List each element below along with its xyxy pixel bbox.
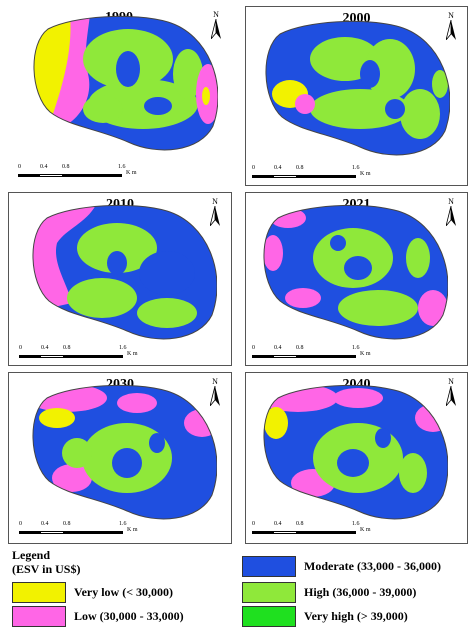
legend-item-moderate: Moderate (33,000 - 36,000) <box>242 556 441 577</box>
map-panel-2000: 2000 N 0 0.4 0.8 1.6 K m <box>245 6 468 186</box>
legend-swatch <box>242 556 296 577</box>
legend-item-very-high: Very high (> 39,000) <box>242 606 408 627</box>
esv-map-2021 <box>263 204 448 340</box>
map-panel-2021: 2021 N 0 0.4 0.8 1.6 K m <box>245 192 468 366</box>
legend-item-high: High (36,000 - 39,000) <box>242 582 416 603</box>
scale-bar: 0 0.4 0.8 1.6 K m <box>252 345 371 358</box>
esv-map-2010 <box>32 204 217 340</box>
map-panel-1990: 1990 N 0 0.4 0.8 1.6 K m <box>8 6 230 184</box>
north-arrow-icon: N <box>207 197 223 226</box>
legend-item-very-low: Very low (< 30,000) <box>12 582 173 603</box>
legend-item-low: Low (30,000 - 33,000) <box>12 606 184 627</box>
esv-map-2030 <box>32 384 217 520</box>
map-panel-2030: 2030 N 0 0.4 0.8 1.6 K m <box>8 372 232 544</box>
scale-bar: 0 0.4 0.8 1.6 K m <box>252 521 371 534</box>
north-arrow-icon: N <box>208 10 224 39</box>
scale-bar: 0 0.4 0.8 1.6 K m <box>19 521 138 534</box>
legend-swatch <box>242 582 296 603</box>
legend-swatch <box>242 606 296 627</box>
north-arrow-icon: N <box>207 377 223 406</box>
north-arrow-icon: N <box>443 11 459 40</box>
scale-bar: 0 0.4 0.8 1.6 K m <box>18 164 137 177</box>
map-panel-2010: 2010 N 0 0.4 0.8 1.6 K m <box>8 192 232 366</box>
esv-map-2040 <box>263 384 448 520</box>
north-arrow-icon: N <box>443 197 459 226</box>
north-arrow-icon: N <box>443 377 459 406</box>
legend-title: Legend (ESV in US$) <box>12 548 81 576</box>
esv-map-1990 <box>33 15 218 151</box>
esv-map-2000 <box>265 20 450 156</box>
legend-swatch <box>12 582 66 603</box>
map-panel-2040: 2040 N 0 0.4 0.8 1.6 K m <box>245 372 468 544</box>
scale-bar: 0 0.4 0.8 1.6 K m <box>19 345 138 358</box>
scale-bar: 0 0.4 0.8 1.6 K m <box>252 165 371 178</box>
legend-swatch <box>12 606 66 627</box>
